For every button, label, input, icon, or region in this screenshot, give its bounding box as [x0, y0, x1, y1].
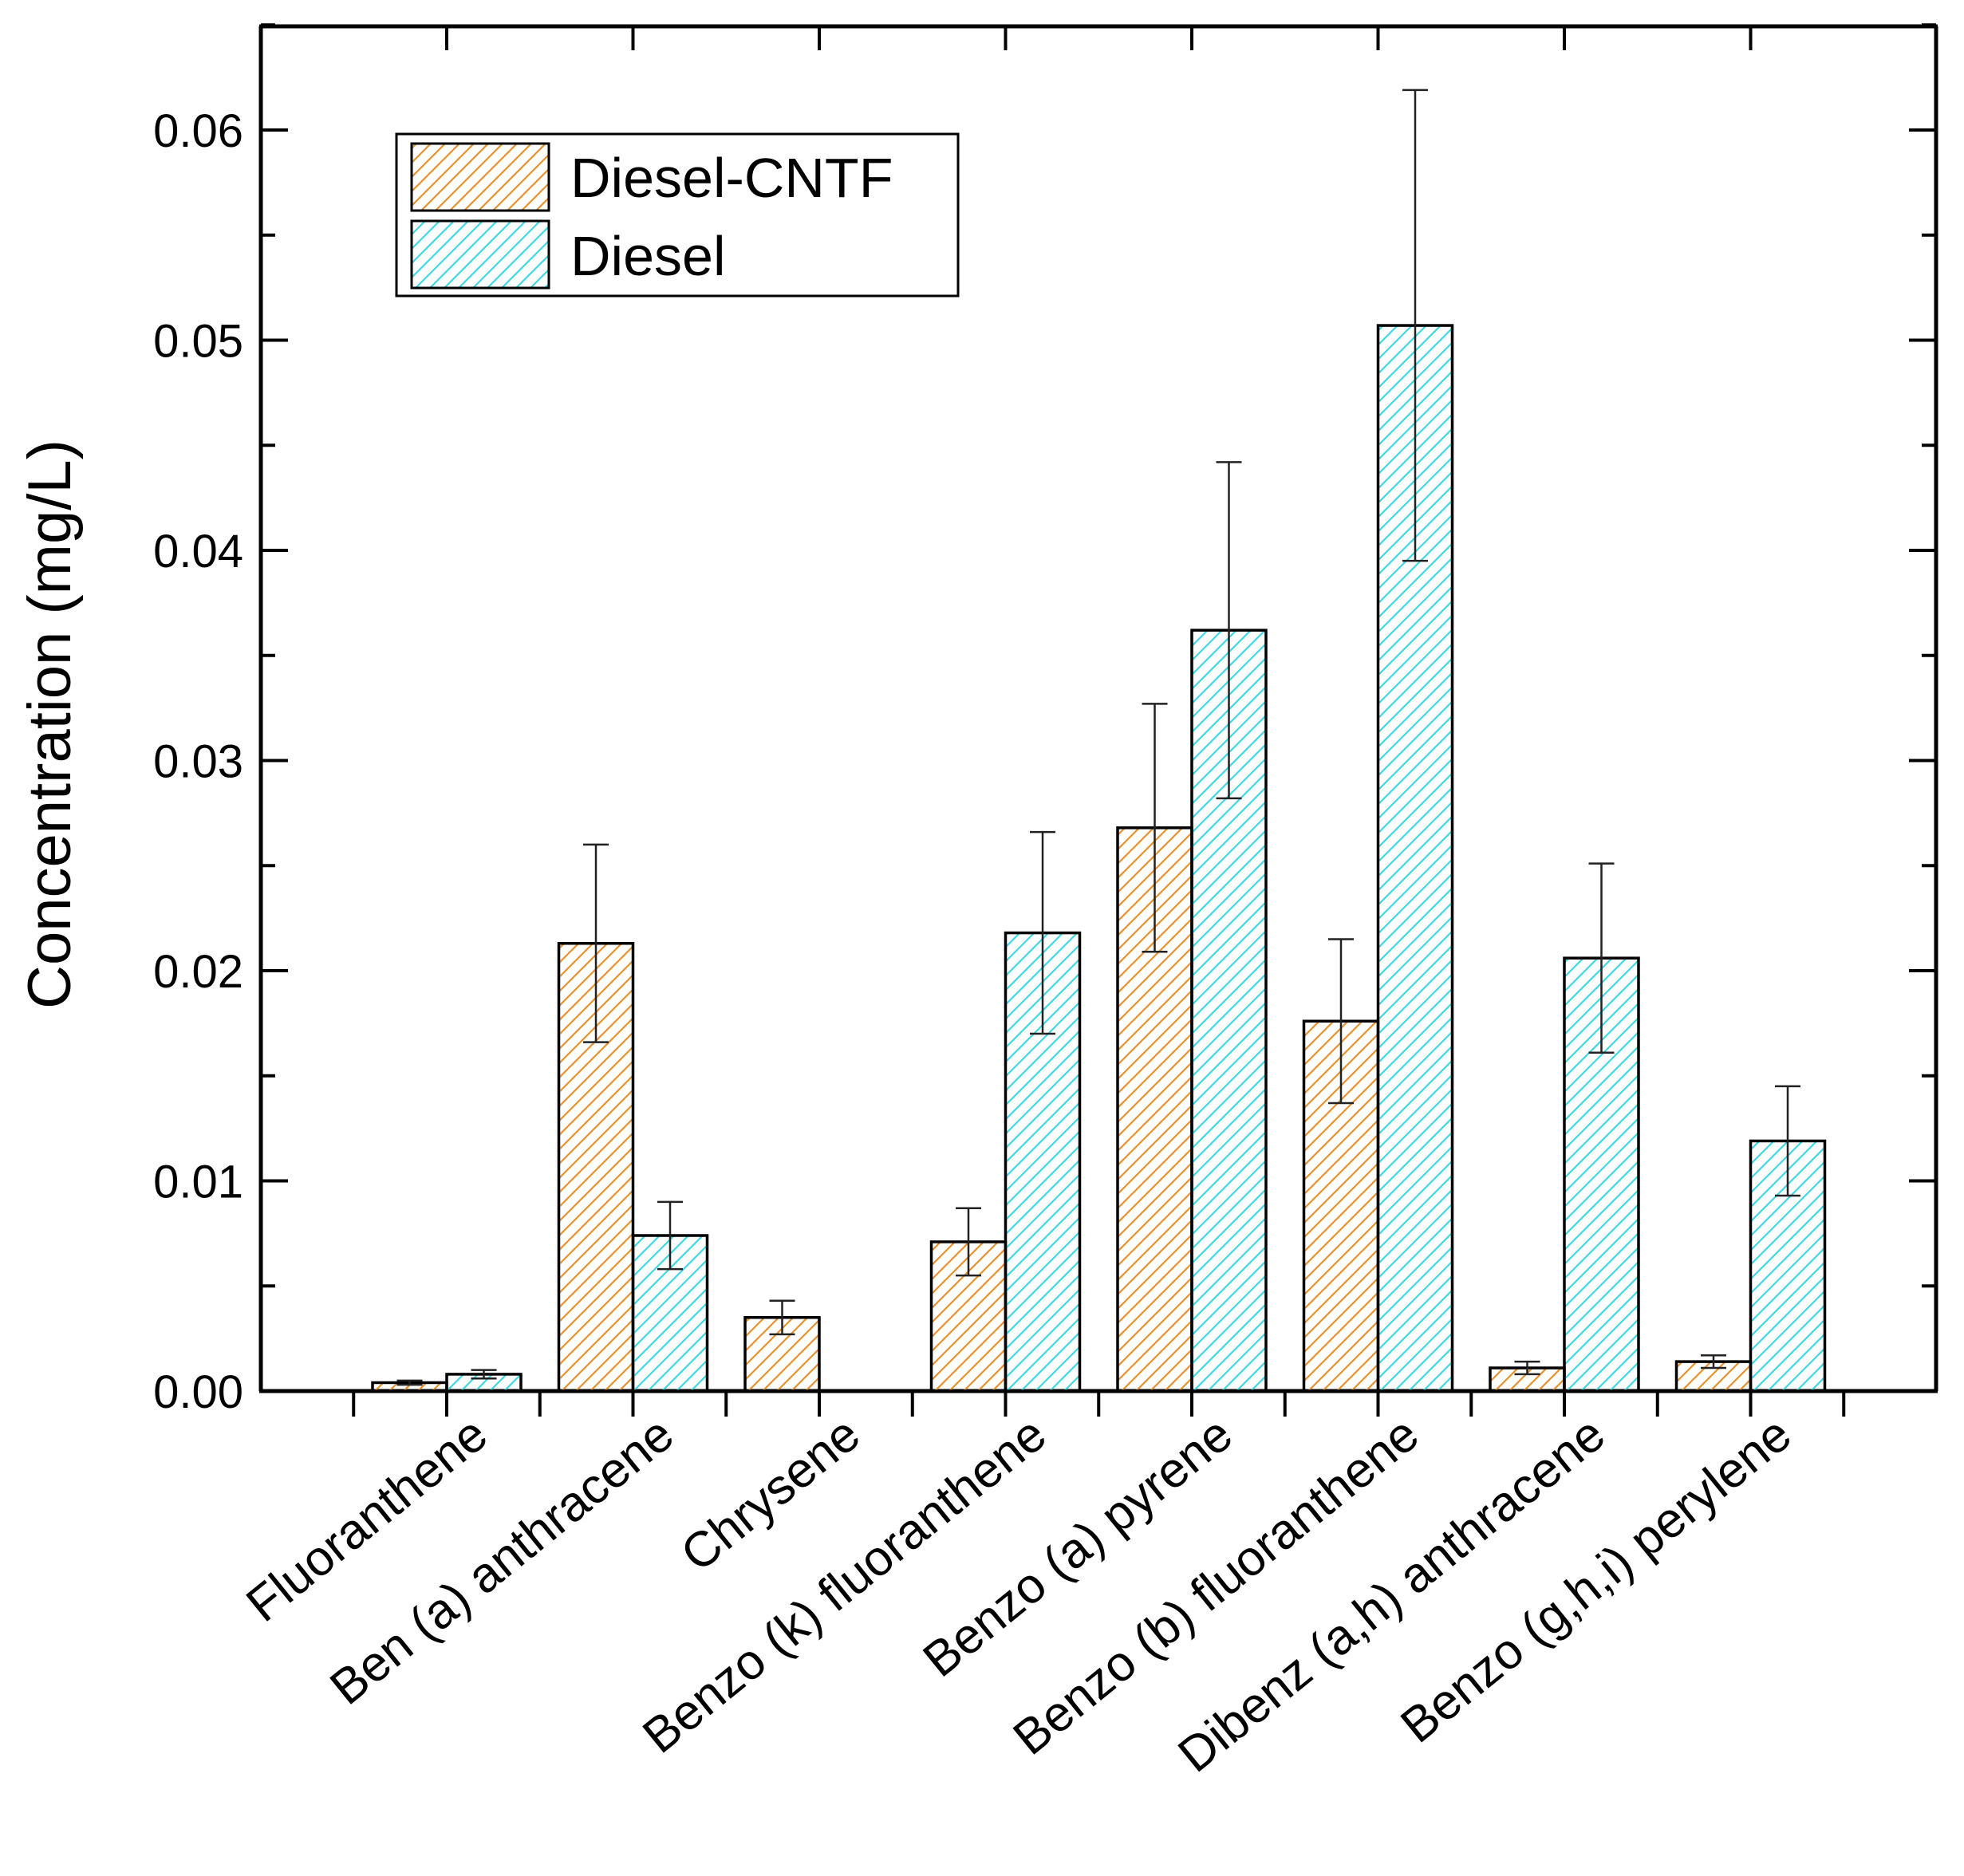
legend-label-diesel: Diesel: [570, 225, 726, 287]
y-tick-label: 0.02: [153, 946, 243, 998]
x-tick-label: Ben (a) anthracene: [320, 1406, 684, 1716]
y-tick-label: 0.03: [153, 736, 243, 788]
y-axis-title: Concentration (mg/L): [16, 439, 84, 1009]
legend-swatch-diesel: [410, 219, 550, 290]
legend: Diesel-CNTF Diesel: [395, 132, 960, 298]
bar-diesel-cntf: [929, 1240, 1008, 1393]
legend-swatch-diesel-cntf: [410, 142, 550, 212]
y-tick-label: 0.06: [153, 105, 243, 157]
x-tick-label: Benzo (a) pyrene: [913, 1406, 1243, 1688]
y-tick-label: 0.00: [153, 1366, 243, 1418]
y-tick-label: 0.04: [153, 526, 243, 577]
y-tick-label: 0.01: [153, 1157, 243, 1208]
y-tick-label: 0.05: [153, 316, 243, 368]
legend-label-diesel-cntf: Diesel-CNTF: [570, 147, 893, 209]
